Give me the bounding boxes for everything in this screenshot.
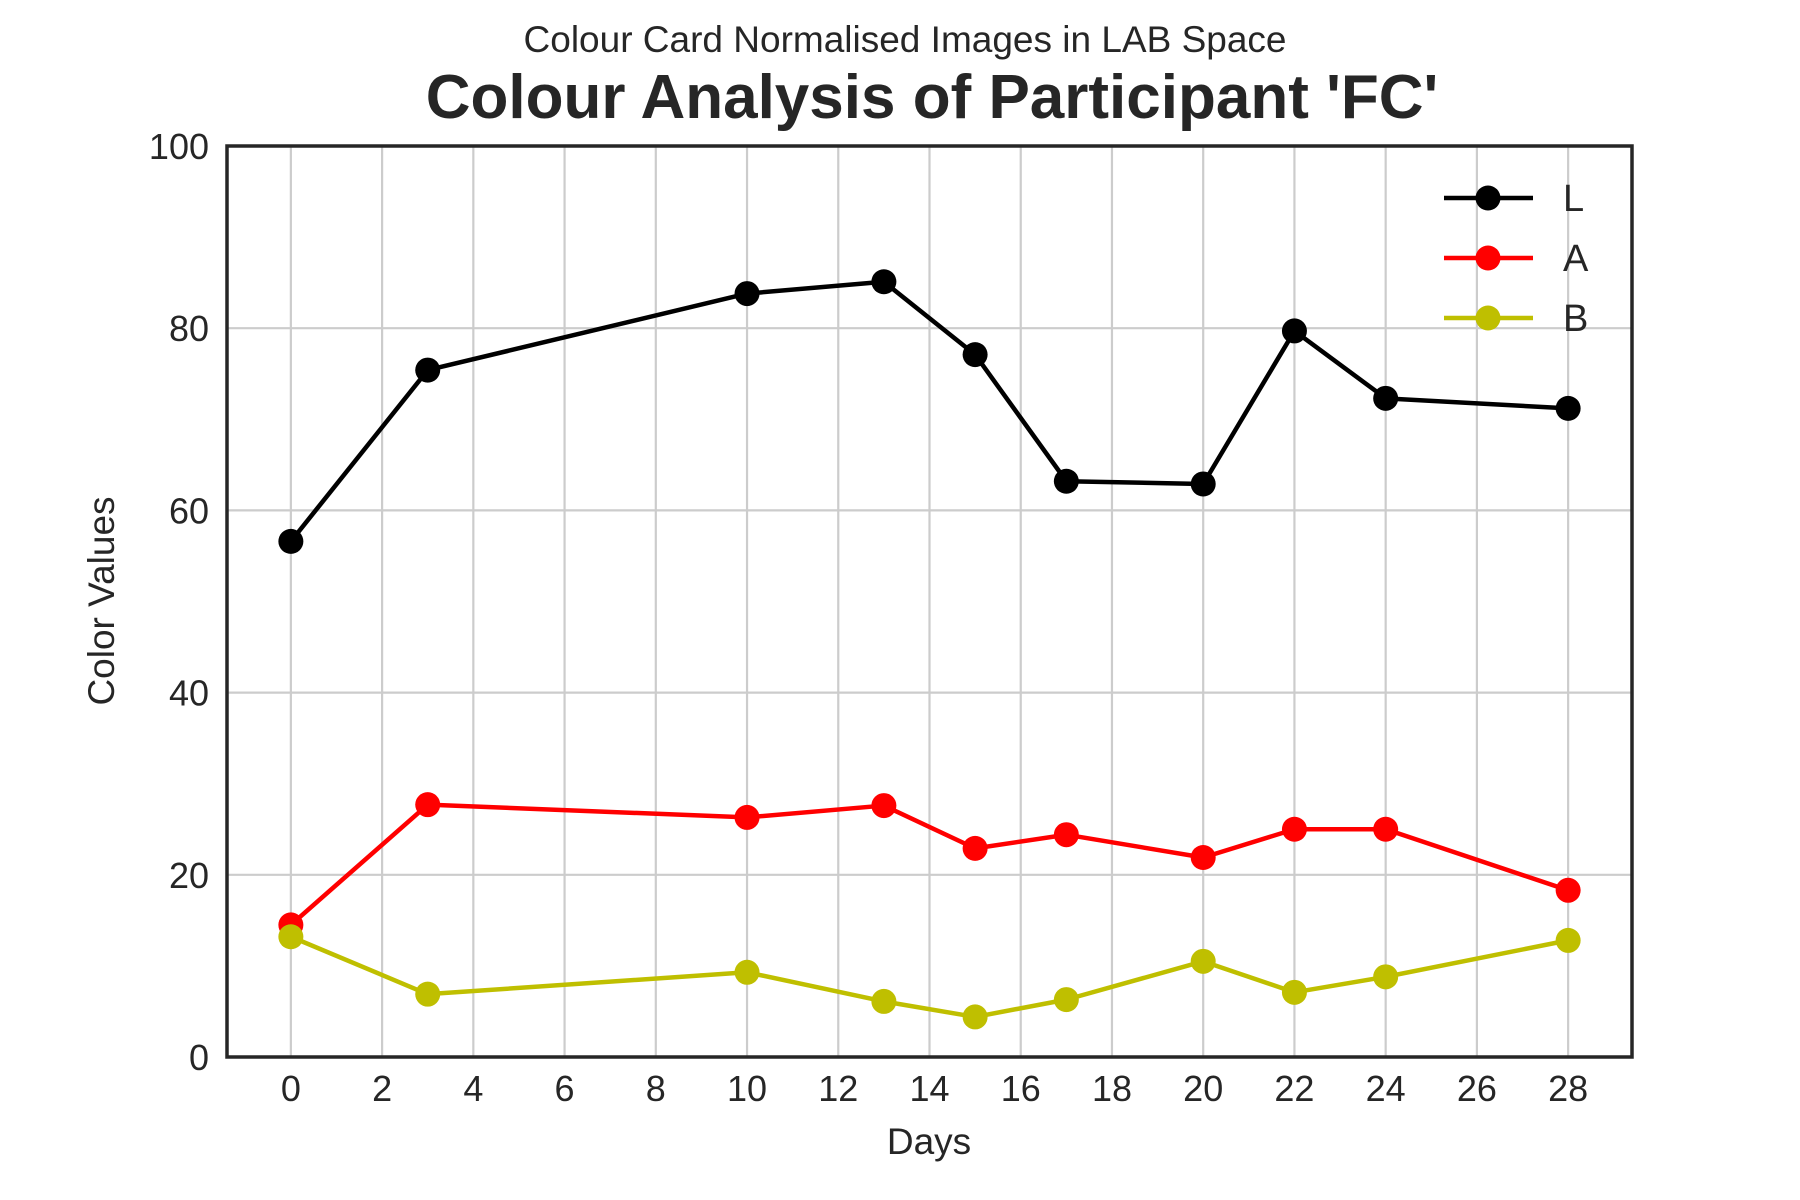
data-point-a xyxy=(962,835,988,861)
y-tick-label: 20 xyxy=(169,855,209,896)
legend-marker-l xyxy=(1475,185,1501,211)
series-line-b xyxy=(288,934,1571,1020)
data-point-l xyxy=(278,528,304,554)
x-tick-label: 8 xyxy=(646,1068,666,1109)
x-tick-label: 18 xyxy=(1092,1068,1132,1109)
data-point-a xyxy=(871,793,897,819)
data-point-b xyxy=(278,924,304,950)
data-point-a xyxy=(1053,822,1079,848)
y-tick-labels: 0 20 40 60 80 100 xyxy=(149,126,209,1078)
data-point-b xyxy=(1281,979,1307,1005)
x-tick-label: 6 xyxy=(555,1068,575,1109)
data-point-l xyxy=(1190,471,1216,497)
series-line-a xyxy=(288,802,1571,928)
x-tick-labels: 0 2 4 6 8 10 12 14 16 18 20 22 24 26 28 xyxy=(281,1068,1588,1109)
series-layer xyxy=(278,269,1581,1030)
x-tick-label: 28 xyxy=(1548,1068,1588,1109)
data-point-b xyxy=(871,988,897,1014)
data-point-a xyxy=(1373,816,1399,842)
x-tick-label: 16 xyxy=(1001,1068,1041,1109)
data-point-l xyxy=(1373,385,1399,411)
data-point-b xyxy=(1053,987,1079,1013)
x-tick-label: 2 xyxy=(372,1068,392,1109)
legend: LAB xyxy=(1444,178,1589,340)
x-tick-label: 10 xyxy=(727,1068,767,1109)
grid-lines xyxy=(227,144,1632,1059)
y-tick-label: 60 xyxy=(169,490,209,531)
plot-frame xyxy=(225,144,1634,1059)
series-l xyxy=(278,269,1581,554)
data-point-b xyxy=(1190,948,1216,974)
x-tick-label: 0 xyxy=(281,1068,301,1109)
legend-marker-a xyxy=(1475,245,1501,271)
legend-label-b: B xyxy=(1563,298,1588,340)
data-point-l xyxy=(734,281,760,307)
data-point-b xyxy=(734,959,760,985)
x-tick-label: 24 xyxy=(1366,1068,1406,1109)
x-tick-label: 4 xyxy=(463,1068,483,1109)
x-tick-label: 14 xyxy=(909,1068,949,1109)
data-point-a xyxy=(734,804,760,830)
data-point-l xyxy=(1281,318,1307,344)
series-b xyxy=(278,924,1581,1030)
x-tick-label: 12 xyxy=(818,1068,858,1109)
data-point-l xyxy=(871,269,897,295)
data-point-b xyxy=(1555,927,1581,953)
x-tick-label: 20 xyxy=(1183,1068,1223,1109)
x-tick-label: 22 xyxy=(1274,1068,1314,1109)
chart-title: Colour Analysis of Participant 'FC' xyxy=(426,63,1438,132)
y-tick-label: 80 xyxy=(169,308,209,349)
x-tick-label: 26 xyxy=(1457,1068,1497,1109)
data-point-a xyxy=(1555,877,1581,903)
y-tick-label: 40 xyxy=(169,673,209,714)
x-axis-label: Days xyxy=(887,1121,971,1162)
series-line-l xyxy=(288,279,1571,544)
data-point-l xyxy=(962,342,988,368)
y-tick-label: 100 xyxy=(149,126,209,167)
data-point-l xyxy=(1555,395,1581,421)
data-point-l xyxy=(1053,468,1079,494)
data-point-a xyxy=(415,792,441,818)
data-point-b xyxy=(1373,964,1399,990)
data-point-b xyxy=(415,981,441,1007)
data-point-a xyxy=(1190,844,1216,870)
data-point-a xyxy=(1281,816,1307,842)
data-point-b xyxy=(962,1004,988,1030)
legend-marker-b xyxy=(1475,305,1501,331)
legend-label-a: A xyxy=(1563,238,1589,280)
y-axis-label: Color Values xyxy=(81,496,122,705)
y-tick-label: 0 xyxy=(189,1037,209,1078)
data-point-l xyxy=(415,357,441,383)
legend-label-l: L xyxy=(1563,178,1584,220)
chart-subtitle: Colour Card Normalised Images in LAB Spa… xyxy=(524,19,1287,60)
